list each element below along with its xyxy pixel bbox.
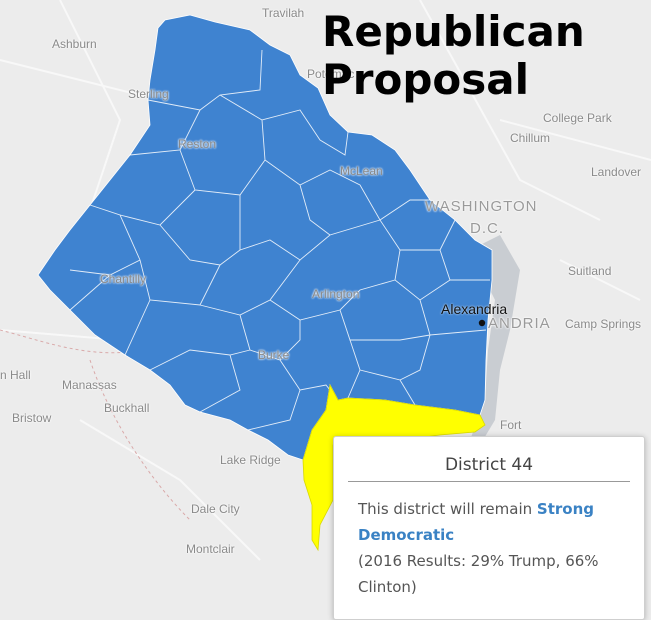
potomac-river [470,235,520,445]
popup-body: This district will remain Strong Democra… [358,496,624,600]
place-label-landover: Landover [591,165,642,179]
popup-results: (2016 Results: 29% Trump, 66% Clinton) [358,552,599,596]
place-label-montclair: Montclair [186,542,235,556]
place-label-camp-springs: Camp Springs [565,317,642,331]
district-boundaries [69,49,490,431]
place-label-chillum: Chillum [510,131,551,145]
place-label-dale-city: Dale City [191,502,240,516]
place-label-fort: Fort [500,418,522,432]
map-title-line2: Proposal [322,55,530,104]
dashed-boundaries [0,329,191,521]
place-label-ashburn: Ashburn [52,37,97,51]
place-label-reston: Reston [178,137,217,151]
alexandria-marker[interactable] [478,319,486,327]
popup-rating: Strong Democratic [358,500,594,544]
place-label-mclean: McLean [340,164,383,178]
map-title: Republican Proposal [322,8,585,104]
place-label-potomac: Potomac [307,67,355,81]
place-label-chantilly: Chantilly [100,272,147,286]
place-label-bristow: Bristow [12,411,52,425]
place-label-travilah: Travilah [262,6,305,20]
place-label-hall: n Hall [0,368,31,382]
place-label-arlington: Arlington [312,287,360,301]
place-label-sterling: Sterling [128,87,169,101]
place-label-alexandria: Alexandria [441,301,508,317]
place-label-dc: D.C. [470,220,504,237]
place-label-washington: WASHINGTON [425,198,538,215]
place-label-college-park: College Park [543,111,612,125]
map-title-line1: Republican [322,7,585,56]
place-label-suitland: Suitland [568,264,612,278]
place-label-manassas: Manassas [62,378,117,392]
popup-text-prefix: This district will remain [358,500,537,518]
place-label-andria: ANDRIA [488,315,551,332]
place-label-buckhall: Buckhall [104,401,150,415]
place-label-burke: Burke [258,348,290,362]
district-popup[interactable]: District 44 This district will remain St… [333,436,645,620]
popup-title: District 44 [348,455,630,482]
place-label-lake-ridge: Lake Ridge [220,453,281,467]
